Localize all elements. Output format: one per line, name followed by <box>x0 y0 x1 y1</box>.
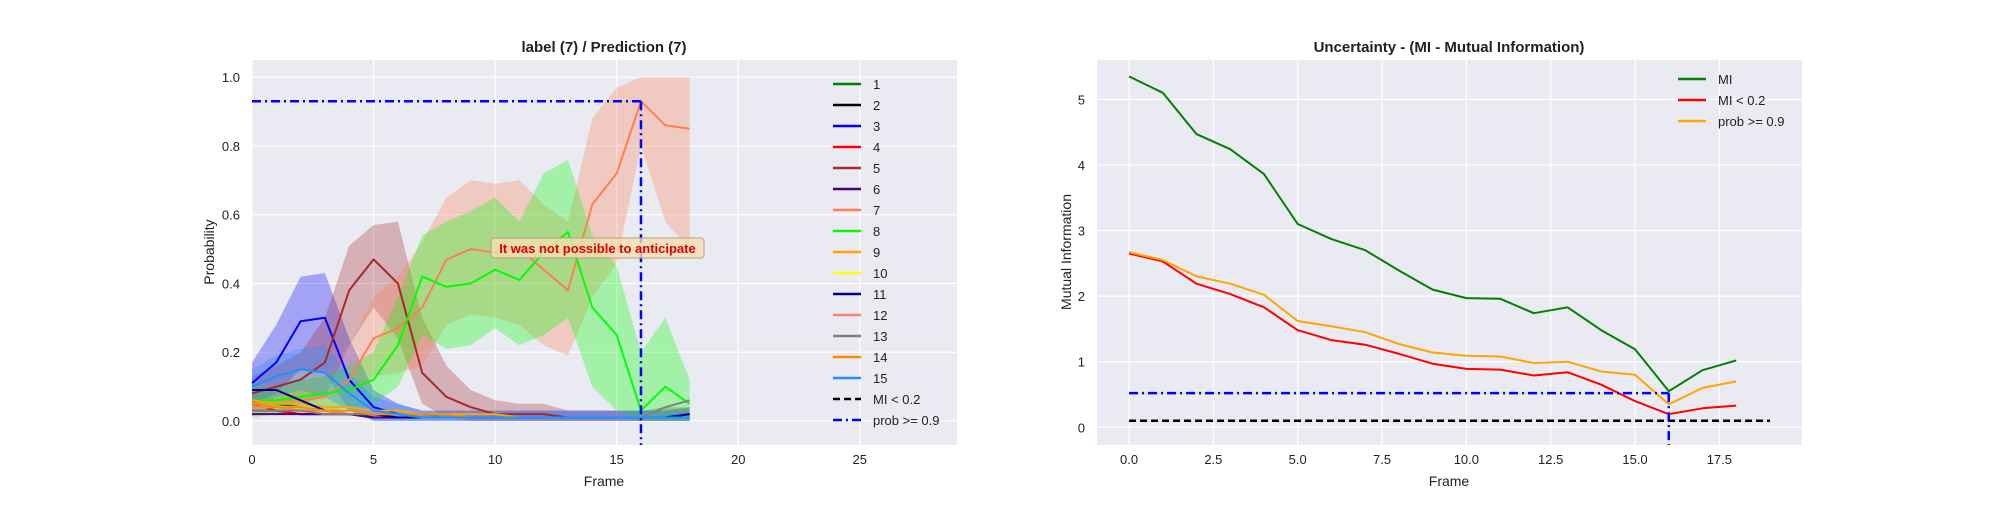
legend-label: 5 <box>873 161 880 176</box>
line-series-mi-0-2 <box>1128 252 1737 416</box>
x-tick-label: 12.5 <box>1538 452 1563 467</box>
legend-label: 3 <box>873 119 880 134</box>
x-tick-label: 10.0 <box>1454 452 1479 467</box>
chart-1-ylabel: Probability <box>201 219 217 284</box>
band-series-5 <box>252 221 690 421</box>
x-tick-label: 15 <box>609 452 623 467</box>
y-tick-label: 0.4 <box>222 276 240 291</box>
y-tick-label: 0.6 <box>222 208 240 223</box>
x-tick-label: 5 <box>370 452 377 467</box>
band-series-7 <box>252 77 690 418</box>
tick-labels-2: 0.0 2.5 5.0 7.5 10.0 12.5 15.0 17.5 0 1 2 3 4 5 <box>1078 92 1732 467</box>
legend-label: 11 <box>873 287 887 302</box>
legend-label: 10 <box>873 266 887 281</box>
chart-mutual-information: 0.0 2.5 5.0 7.5 10.0 12.5 15.0 17.5 0 1 2 3 4 5 Uncer… <box>1058 39 1802 489</box>
grid-2 <box>1097 60 1802 445</box>
y-tick-label: 0.8 <box>222 139 240 154</box>
legend-label: prob >= 0.9 <box>1718 114 1785 129</box>
legend-label: MI < 0.2 <box>873 392 920 407</box>
chart-2-ylabel: Mutual Information <box>1058 194 1074 310</box>
x-tick-label: 25 <box>853 452 867 467</box>
x-tick-label: 2.5 <box>1204 452 1222 467</box>
annotation-background <box>490 237 705 259</box>
annotation-box: It was not possible to anticipate <box>490 237 705 259</box>
x-tick-label: 20 <box>731 452 745 467</box>
x-tick-label: 0.0 <box>1120 452 1138 467</box>
line-series-mi <box>1128 75 1737 393</box>
legend-label: 1 <box>873 77 880 92</box>
legend-label: 13 <box>873 329 887 344</box>
x-tick-label: 17.5 <box>1707 452 1732 467</box>
legend-label: 7 <box>873 203 880 218</box>
y-tick-label: 4 <box>1078 158 1085 173</box>
reference-lines-2 <box>1129 391 1770 445</box>
reference-lines-1 <box>252 100 643 445</box>
legend-label: 15 <box>873 371 887 386</box>
chart-probability: 0 5 10 15 20 250.00.20.40.60.81.0 label (7) /… <box>201 39 957 489</box>
x-tick-label: 0 <box>248 452 255 467</box>
line-series-8 <box>252 230 691 412</box>
y-tick-label: 2 <box>1078 289 1085 304</box>
x-tick-label: 10 <box>488 452 502 467</box>
x-tick-label: 5.0 <box>1289 452 1307 467</box>
line-series-15 <box>251 368 690 419</box>
y-tick-label: 1.0 <box>222 70 240 85</box>
plot-area-2 <box>1097 60 1802 445</box>
series-lines-2 <box>1128 75 1737 416</box>
chart-1-title: label (7) / Prediction (7) <box>521 39 686 56</box>
y-tick-label: 0 <box>1078 420 1085 435</box>
band-series-8 <box>252 159 690 421</box>
line-series-prob-0-9 <box>1128 251 1737 406</box>
y-tick-label: 3 <box>1078 224 1085 239</box>
tick-labels-1: 0 5 10 15 20 25 0.0 0.2 0.4 0.6 0.8 1.0 <box>222 70 867 467</box>
legend-label: 9 <box>873 245 880 260</box>
legend-label: 12 <box>873 308 887 323</box>
legend-label: 8 <box>873 224 880 239</box>
legend-label: 2 <box>873 98 880 113</box>
x-tick-label: 7.5 <box>1373 452 1391 467</box>
y-tick-label: 5 <box>1078 92 1085 107</box>
series-lines-1 <box>251 100 691 419</box>
x-tick-label: 15.0 <box>1622 452 1647 467</box>
chart-2-title: Uncertainty - (MI - Mutual Information) <box>1314 39 1585 56</box>
legend-2: MI MI < 0.2 prob >= 0.9 <box>1678 72 1785 129</box>
legend-label: prob >= 0.9 <box>873 413 940 428</box>
line-series-7 <box>251 100 690 405</box>
annotation-text: It was not possible to anticipate <box>499 241 695 256</box>
legend-label: MI < 0.2 <box>1718 93 1765 108</box>
chart-1-xlabel: Frame <box>584 473 625 489</box>
legend-label: 14 <box>873 350 887 365</box>
y-tick-label: 0.2 <box>222 345 240 360</box>
chart-2-xlabel: Frame <box>1429 473 1470 489</box>
y-tick-label: 1 <box>1078 355 1085 370</box>
legend-label: MI <box>1718 72 1732 87</box>
legend-label: 6 <box>873 182 880 197</box>
legend-label: 4 <box>873 140 880 155</box>
y-tick-label: 0.0 <box>222 414 240 429</box>
